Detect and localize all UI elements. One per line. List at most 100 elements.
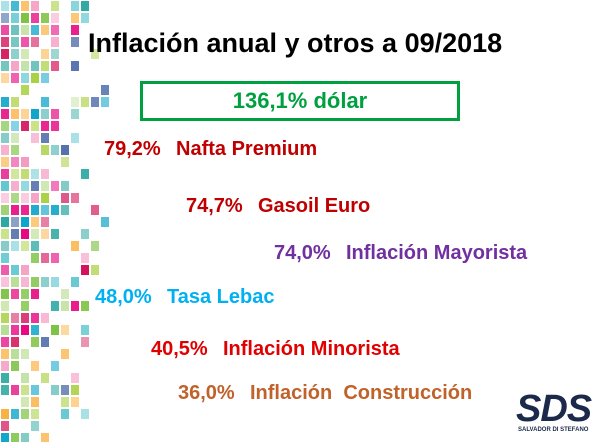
mosaic-tile xyxy=(21,193,29,203)
mosaic-tile xyxy=(21,1,29,11)
mosaic-tile xyxy=(31,25,39,35)
mosaic-tile xyxy=(41,205,49,215)
mosaic-tile xyxy=(11,313,19,323)
mosaic-tile xyxy=(11,181,19,191)
mosaic-tile xyxy=(1,349,9,359)
item-label: Inflación Mayorista xyxy=(346,242,528,264)
item-value: 48,0% xyxy=(95,286,152,308)
item-label: Gasoil Euro xyxy=(258,195,371,217)
mosaic-tile xyxy=(21,205,29,215)
mosaic-tile xyxy=(71,385,79,395)
mosaic-tile xyxy=(31,385,39,395)
mosaic-tile xyxy=(51,301,59,311)
item-value: 79,2% xyxy=(104,138,161,160)
mosaic-tile xyxy=(31,61,39,71)
logo: SDS xyxy=(516,388,592,430)
title: Inflación anual y otros a 09/2018 xyxy=(88,28,503,58)
mosaic-tile xyxy=(51,13,59,23)
mosaic-tile xyxy=(11,145,19,155)
mosaic-tile xyxy=(1,277,9,287)
mosaic-tile xyxy=(31,337,39,347)
mosaic-tile xyxy=(41,277,49,287)
mosaic-tile xyxy=(21,301,29,311)
mosaic-tile xyxy=(41,181,49,191)
mosaic-tile xyxy=(41,121,49,131)
mosaic-tile xyxy=(1,265,9,275)
mosaic-tile xyxy=(51,1,59,11)
mosaic-tile xyxy=(91,241,99,251)
mosaic-tile xyxy=(81,265,89,275)
highlight-text: 136,1% dólar xyxy=(232,88,368,113)
mosaic-tile xyxy=(11,217,19,227)
mosaic-tile xyxy=(71,25,79,35)
mosaic-tile xyxy=(21,313,29,323)
mosaic-tile xyxy=(21,217,29,227)
item-value: 36,0% xyxy=(178,382,235,404)
item-value: 74,7% xyxy=(186,195,243,217)
mosaic-tile xyxy=(51,181,59,191)
mosaic-tile xyxy=(51,121,59,131)
mosaic-tile xyxy=(71,37,79,47)
mosaic-tile xyxy=(71,241,79,251)
mosaic-tile xyxy=(41,109,49,119)
mosaic-tile xyxy=(1,145,9,155)
mosaic-tile xyxy=(31,361,39,371)
mosaic-tile xyxy=(31,397,39,407)
mosaic-tile xyxy=(81,325,89,335)
mosaic-tile xyxy=(11,61,19,71)
mosaic-tile xyxy=(1,73,9,83)
highlight-box: 136,1% dólar xyxy=(140,81,460,121)
mosaic-tile xyxy=(31,409,39,419)
mosaic-tile xyxy=(1,193,9,203)
mosaic-tile xyxy=(1,253,9,263)
mosaic-tile xyxy=(21,385,29,395)
mosaic-tile xyxy=(61,325,69,335)
mosaic-tile xyxy=(61,385,69,395)
mosaic-tile xyxy=(31,181,39,191)
mosaic-tile xyxy=(31,277,39,287)
mosaic-tile xyxy=(61,205,69,215)
mosaic-tile xyxy=(11,157,19,167)
mosaic-tile xyxy=(21,109,29,119)
mosaic-tile xyxy=(81,97,89,107)
mosaic-tile xyxy=(1,241,9,251)
mosaic-tile xyxy=(1,109,9,119)
mosaic-tile xyxy=(31,241,39,251)
mosaic-tile xyxy=(91,205,99,215)
mosaic-tile xyxy=(71,277,79,287)
mosaic-tile xyxy=(51,25,59,35)
mosaic-tile xyxy=(71,109,79,119)
mosaic-tile xyxy=(61,289,69,299)
mosaic-tile xyxy=(11,277,19,287)
mosaic-tile xyxy=(1,361,9,371)
mosaic-tile xyxy=(81,13,89,23)
mosaic-tile xyxy=(71,133,79,143)
mosaic-tile xyxy=(31,313,39,323)
mosaic-tile xyxy=(71,61,79,71)
mosaic-tile xyxy=(41,373,49,383)
mosaic-tile xyxy=(21,181,29,191)
mosaic-tile xyxy=(1,157,9,167)
mosaic-tile xyxy=(1,301,9,311)
mosaic-tile xyxy=(1,169,9,179)
mosaic-tile xyxy=(71,301,79,311)
mosaic-tile xyxy=(21,229,29,239)
item-label: Nafta Premium xyxy=(176,138,318,160)
mosaic-tile xyxy=(51,361,59,371)
mosaic-tile xyxy=(51,229,59,239)
mosaic-tile xyxy=(101,217,109,227)
mosaic-tile xyxy=(21,373,29,383)
mosaic-tile xyxy=(41,25,49,35)
mosaic-tile xyxy=(1,421,9,431)
mosaic-tile xyxy=(11,13,19,23)
mosaic-tile xyxy=(41,73,49,83)
mosaic-tile xyxy=(1,13,9,23)
mosaic-tile xyxy=(31,217,39,227)
mosaic-tile xyxy=(1,61,9,71)
mosaic-tile xyxy=(61,301,69,311)
mosaic-tile xyxy=(41,253,49,263)
mosaic-tile xyxy=(61,349,69,359)
mosaic-tile xyxy=(21,25,29,35)
mosaic-tile xyxy=(81,253,89,263)
mosaic-tile xyxy=(11,133,19,143)
